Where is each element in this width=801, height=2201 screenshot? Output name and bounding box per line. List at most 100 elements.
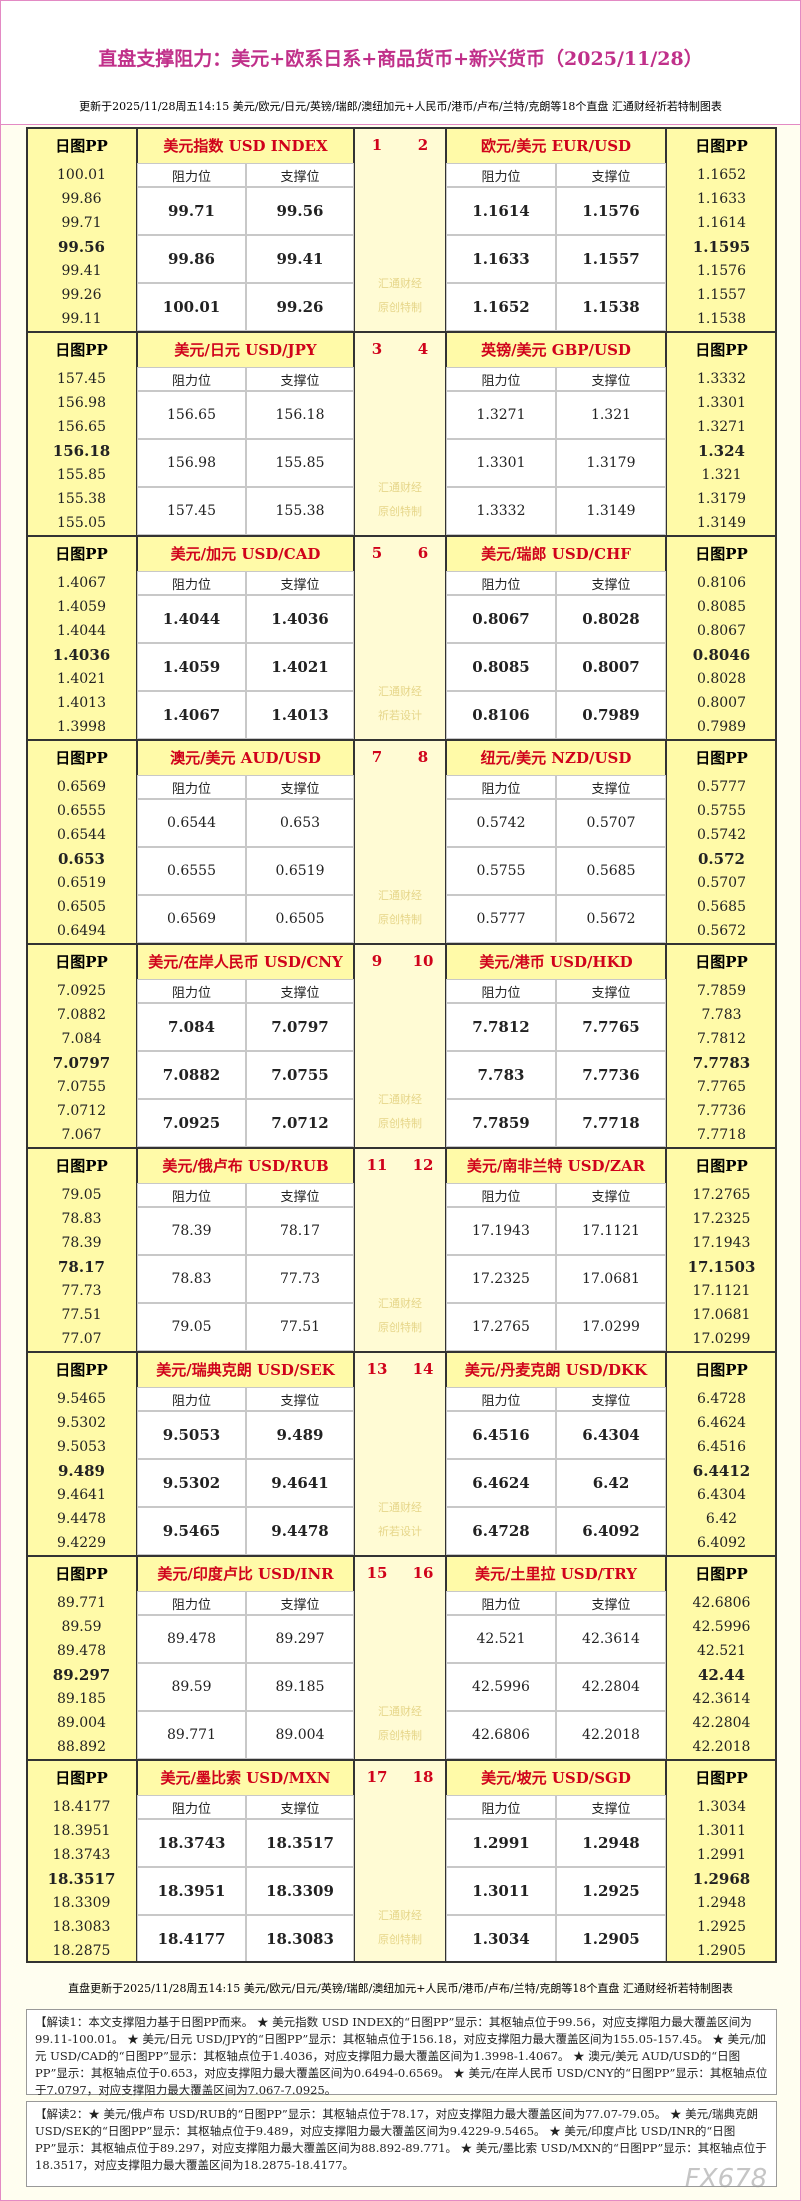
resistance-value: 7.783 [446, 1051, 556, 1099]
name-row [137, 739, 354, 775]
pp-value: 99.26 [61, 287, 102, 303]
resistance-header: 阻力位 [137, 979, 246, 1003]
name-row [446, 1555, 666, 1591]
pp-value: 42.521 [697, 1643, 746, 1659]
pair-name: 美元/俄卢布 USD/RUB [162, 1156, 329, 1175]
pp-value: 6.4092 [697, 1535, 746, 1551]
support-header: 支撑位 [246, 1795, 354, 1819]
pp-value: 88.892 [57, 1739, 106, 1755]
pp-value: 155.38 [57, 491, 106, 507]
header-frame [1, 1, 800, 125]
block-border [26, 535, 777, 739]
resistance-value: 1.2991 [446, 1819, 556, 1867]
pp-value: 7.0925 [57, 983, 106, 999]
support-value: 155.38 [246, 487, 354, 535]
name-row [137, 1351, 354, 1387]
support-header: 支撑位 [246, 163, 354, 187]
support-header: 支撑位 [246, 1591, 354, 1615]
pp-value: 17.1503 [687, 1258, 756, 1276]
pp-value: 1.324 [698, 442, 745, 460]
resistance-value: 0.6569 [137, 895, 246, 943]
watermark: 汇通财经 [378, 1705, 422, 1718]
pp-header: 日图PP [55, 544, 108, 563]
block-border [26, 739, 777, 943]
support-value: 1.1576 [556, 187, 666, 235]
resistance-value: 0.6544 [137, 799, 246, 847]
pp-value: 1.2991 [697, 1847, 746, 1863]
pp-value: 155.05 [57, 515, 106, 531]
resistance-header: 阻力位 [446, 1183, 556, 1207]
pp-column [666, 535, 777, 739]
pp-column [26, 1759, 137, 1963]
pp-value: 7.783 [701, 1007, 742, 1023]
block-number: 14 [412, 1360, 434, 1378]
resistance-header: 阻力位 [446, 979, 556, 1003]
resistance-value: 0.8067 [446, 595, 556, 643]
pair-name: 美元/丹麦克朗 USD/DKK [464, 1360, 648, 1379]
block-number: 8 [417, 748, 429, 766]
pp-value: 18.3083 [52, 1919, 111, 1935]
support-value: 18.3309 [246, 1867, 354, 1915]
pp-value: 156.18 [52, 442, 111, 460]
pp-column [666, 1351, 777, 1555]
resistance-header: 阻力位 [137, 1183, 246, 1207]
column-line [665, 1351, 667, 1555]
pp-value: 89.478 [57, 1643, 106, 1659]
support-value: 7.7736 [556, 1051, 666, 1099]
column-line [665, 331, 667, 535]
support-value: 0.8028 [556, 595, 666, 643]
pp-value: 0.8106 [697, 575, 746, 591]
resistance-value: 1.3011 [446, 1867, 556, 1915]
resistance-header: 阻力位 [446, 163, 556, 187]
pp-value: 7.0797 [52, 1054, 111, 1072]
middle-column [354, 535, 446, 739]
pp-value: 157.45 [57, 371, 106, 387]
resistance-value: 1.1614 [446, 187, 556, 235]
support-value: 0.5672 [556, 895, 666, 943]
support-value: 0.8007 [556, 643, 666, 691]
pp-value: 18.2875 [52, 1943, 111, 1959]
pp-value: 1.3034 [697, 1799, 746, 1815]
pp-header: 日图PP [695, 748, 748, 767]
pp-value: 9.5053 [57, 1439, 106, 1455]
pp-value: 17.0681 [692, 1307, 751, 1323]
resistance-value: 7.7812 [446, 1003, 556, 1051]
resistance-header: 阻力位 [137, 1591, 246, 1615]
pp-value: 100.01 [57, 167, 106, 183]
support-value: 7.0797 [246, 1003, 354, 1051]
pp-value: 1.3301 [697, 395, 746, 411]
pp-value: 0.653 [58, 850, 105, 868]
resistance-header: 阻力位 [446, 1795, 556, 1819]
pair-name: 美元/南非兰特 USD/ZAR [466, 1156, 646, 1175]
column-line [353, 127, 355, 331]
resistance-value: 17.2765 [446, 1303, 556, 1351]
pp-value: 89.004 [57, 1715, 106, 1731]
pp-value: 1.2948 [697, 1895, 746, 1911]
name-row [137, 535, 354, 571]
block-number: 6 [417, 544, 429, 562]
pp-value: 9.4478 [57, 1511, 106, 1527]
column-line [665, 1759, 667, 1963]
block-border [26, 1759, 777, 1963]
pp-column [26, 739, 137, 943]
watermark: 原创特制 [378, 505, 422, 518]
pair-name: 英镑/美元 GBP/USD [481, 340, 631, 359]
pp-value: 1.4036 [52, 646, 111, 664]
support-header: 支撑位 [556, 1795, 666, 1819]
support-value: 1.321 [556, 391, 666, 439]
pp-value: 1.3271 [697, 419, 746, 435]
resistance-header: 阻力位 [137, 163, 246, 187]
pp-value: 42.2804 [692, 1715, 751, 1731]
watermark: 原创特制 [378, 1321, 422, 1334]
pp-value: 89.297 [52, 1666, 111, 1684]
resistance-value: 100.01 [137, 283, 246, 331]
name-row [137, 1759, 354, 1795]
watermark: 汇通财经 [378, 1093, 422, 1106]
pp-value: 1.2905 [697, 1943, 746, 1959]
resistance-value: 7.7859 [446, 1099, 556, 1147]
pp-value: 18.3517 [47, 1870, 116, 1888]
pp-value: 1.2968 [692, 1870, 751, 1888]
block-number: 2 [417, 136, 429, 154]
resistance-value: 79.05 [137, 1303, 246, 1351]
pp-value: 7.0712 [57, 1103, 106, 1119]
